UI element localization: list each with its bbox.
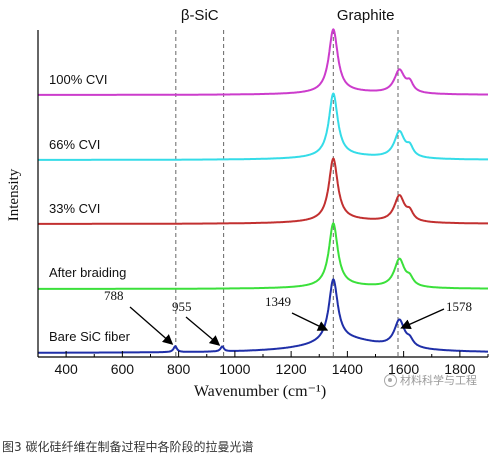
series-line-bare-sic-fiber bbox=[37, 278, 489, 354]
y-axis-label: Intensity bbox=[6, 168, 22, 221]
peak-label-788: 788 bbox=[104, 288, 124, 303]
x-tick-label-800: 800 bbox=[167, 361, 191, 377]
series-label-0: Bare SiC fiber bbox=[49, 329, 131, 344]
series-label-4: 100% CVI bbox=[49, 72, 108, 87]
wechat-logo-icon bbox=[384, 373, 397, 387]
x-tick-label-1200: 1200 bbox=[276, 361, 307, 377]
series-group bbox=[37, 28, 489, 354]
region-labels: β-SiC Graphite bbox=[181, 7, 395, 24]
peak-annotations: 788 955 1349 1578 bbox=[104, 288, 472, 346]
peak-arrow-1578 bbox=[400, 308, 445, 330]
x-tick-label-1000: 1000 bbox=[219, 361, 250, 377]
series-labels: Bare SiC fiber After braiding 33% CVI 66% C… bbox=[49, 72, 131, 344]
peak-label-1578: 1578 bbox=[446, 299, 472, 314]
x-tick-label-600: 600 bbox=[111, 361, 135, 377]
peak-label-1349: 1349 bbox=[265, 294, 291, 309]
watermark: 材料科学与工程 bbox=[384, 372, 488, 388]
region-label-1: Graphite bbox=[337, 7, 395, 24]
peak-arrow-1349 bbox=[291, 312, 329, 331]
series-label-2: 33% CVI bbox=[49, 201, 100, 216]
x-tick-label-400: 400 bbox=[54, 361, 78, 377]
x-tick-label-1800: 1800 bbox=[444, 361, 475, 377]
peak-label-955: 955 bbox=[172, 299, 192, 314]
figure-caption: 图3 碳化硅纤维在制备过程中各阶段的拉曼光谱 bbox=[2, 440, 254, 454]
series-line-after-braiding bbox=[37, 222, 489, 290]
peak-arrow-955 bbox=[185, 316, 221, 346]
series-line-100-cvi bbox=[37, 28, 489, 96]
reference-lines bbox=[175, 30, 399, 357]
peak-arrow-788 bbox=[129, 306, 174, 345]
series-line-66-cvi bbox=[37, 92, 489, 161]
series-label-1: After braiding bbox=[49, 265, 126, 280]
x-axis-label: Wavenumber (cm⁻¹) bbox=[194, 383, 326, 400]
watermark-text: 材料科学与工程 bbox=[400, 374, 477, 387]
series-label-3: 66% CVI bbox=[49, 137, 100, 152]
region-label-0: β-SiC bbox=[181, 7, 219, 24]
x-ticks: 400 600 800 1000 1200 1400 1600 1800 bbox=[37, 351, 489, 377]
series-line-33-cvi bbox=[37, 157, 489, 225]
x-tick-label-1400: 1400 bbox=[332, 361, 363, 377]
x-tick-label-1600: 1600 bbox=[388, 361, 419, 377]
